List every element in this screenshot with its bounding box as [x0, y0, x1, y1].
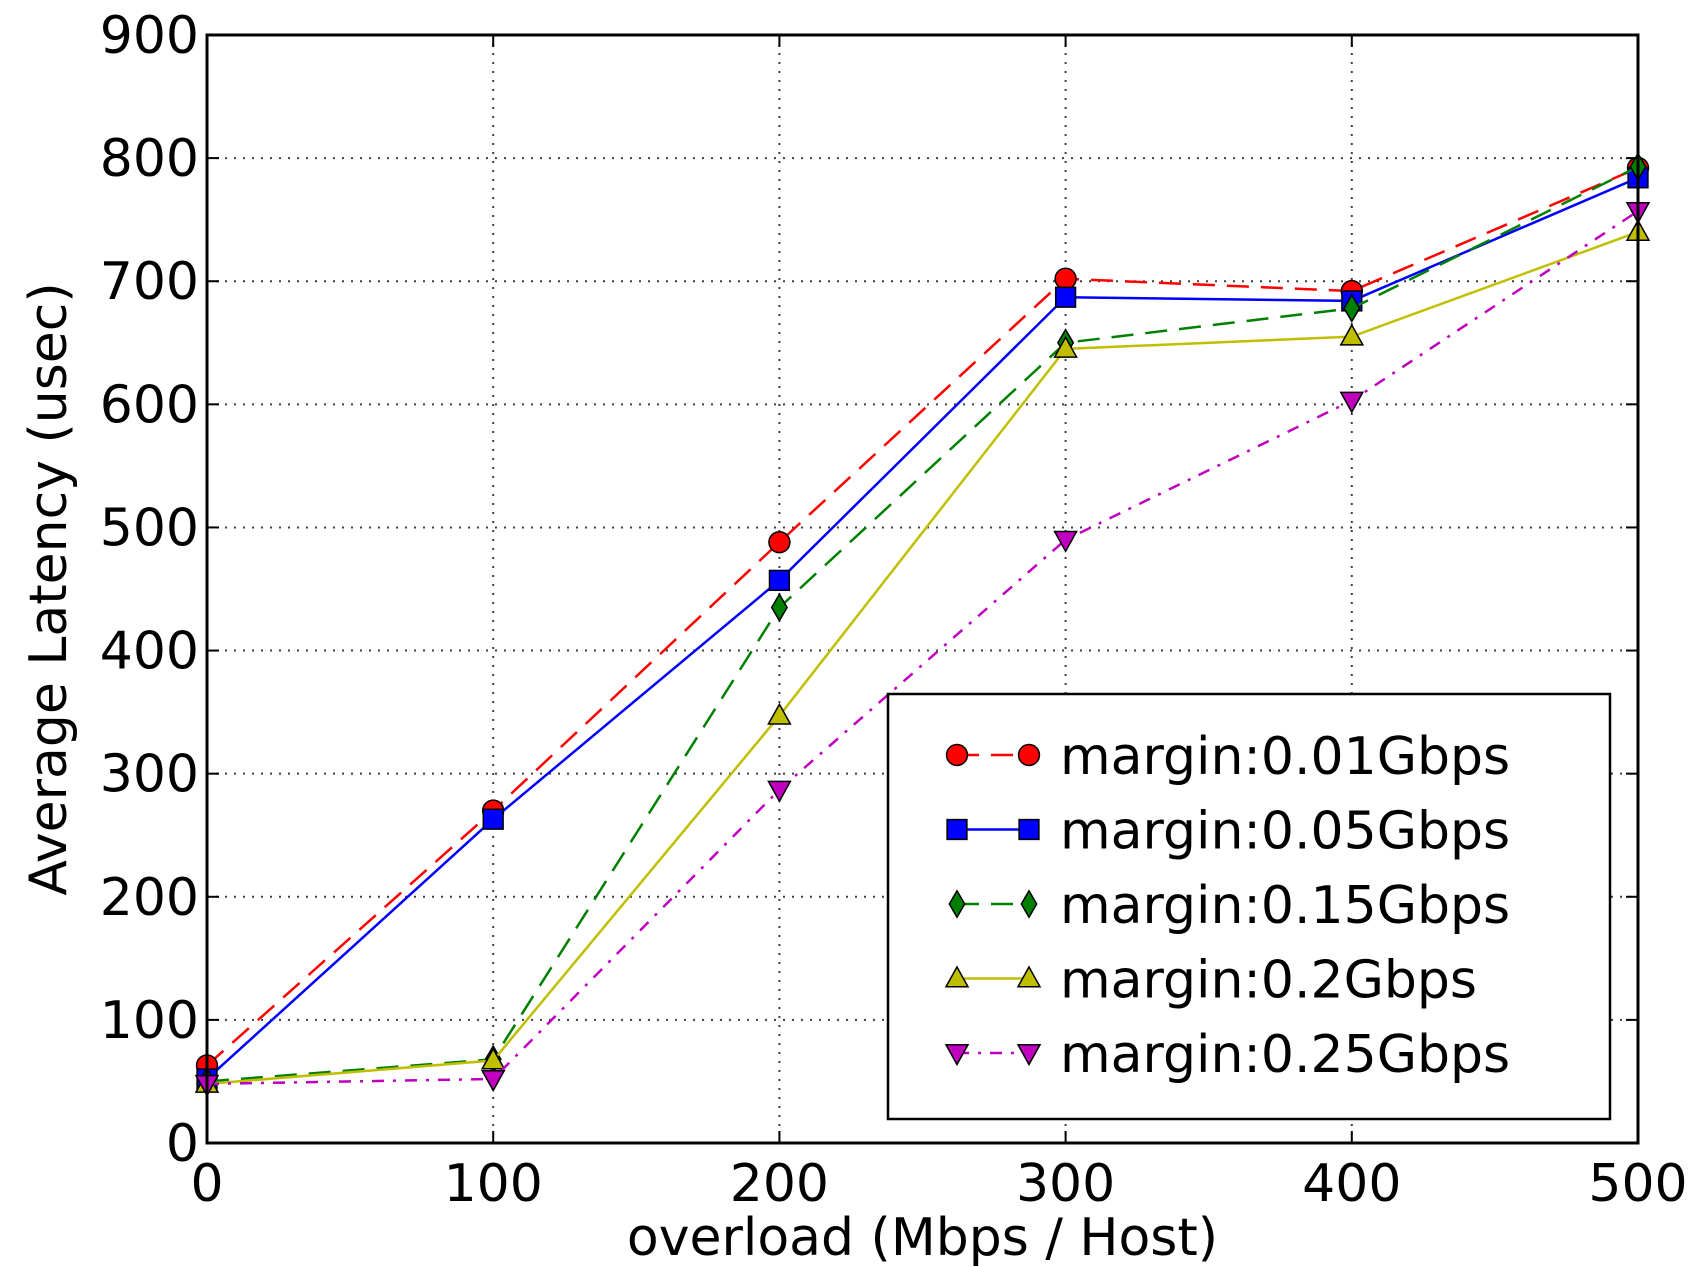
- x-tick-label: 300: [1016, 1154, 1115, 1214]
- data-point: [480, 1069, 506, 1093]
- legend: margin:0.01Gbps margin:0.05Gbps margin:0.1…: [886, 692, 1612, 1121]
- y-tick-label: 600: [100, 375, 199, 435]
- legend-label: margin:0.05Gbps: [1060, 802, 1510, 862]
- plot-frame: [205, 33, 1640, 1145]
- y-axis-title: Average Latency (usec): [19, 282, 79, 895]
- legend-marker: [1020, 889, 1038, 919]
- y-tick-label: 200: [100, 868, 199, 928]
- legend-marker: [948, 889, 966, 919]
- legend-marker: [1016, 1044, 1042, 1067]
- x-axis-ticks: 0 100 200 300 400 500: [190, 35, 1688, 1214]
- series-line: [206, 176, 1639, 1080]
- legend-marker: [1018, 818, 1040, 841]
- data-point: [768, 531, 791, 554]
- data-point: [1339, 391, 1365, 414]
- x-tick-label: 100: [444, 1154, 543, 1214]
- series-line: [206, 166, 1639, 1067]
- x-tick-label: 200: [730, 1154, 829, 1214]
- y-tick-label: 400: [100, 622, 199, 682]
- y-tick-label: 500: [100, 498, 199, 558]
- legend-marker: [1017, 743, 1041, 767]
- legend-box: [886, 692, 1612, 1121]
- x-tick-label: 500: [1588, 1154, 1687, 1214]
- series-line: [206, 230, 1639, 1086]
- x-tick-label: 400: [1302, 1154, 1401, 1214]
- data-point: [482, 808, 504, 830]
- y-tick-label: 300: [100, 745, 199, 805]
- data-point: [1054, 286, 1077, 308]
- series-4: [194, 218, 1651, 1093]
- legend-label: margin:0.01Gbps: [1060, 727, 1510, 787]
- y-tick-label: 100: [100, 991, 199, 1051]
- data-point: [1053, 530, 1078, 553]
- legend-label: margin:0.15Gbps: [1060, 876, 1510, 936]
- legend-entry: margin:0.2Gbps: [944, 951, 1477, 1011]
- x-tick-label: 0: [190, 1154, 223, 1214]
- data-point: [480, 1047, 506, 1070]
- data-point: [767, 780, 792, 803]
- series-line: [206, 165, 1639, 1083]
- legend-entry: margin:0.25Gbps: [944, 1025, 1510, 1085]
- legend-marker: [945, 743, 969, 767]
- series-line: [206, 210, 1639, 1086]
- legend-marker: [944, 1044, 970, 1067]
- legend-entry: margin:0.15Gbps: [948, 876, 1510, 936]
- legend-entry: margin:0.05Gbps: [946, 802, 1510, 862]
- legend-marker: [1016, 965, 1042, 988]
- data-point: [1343, 293, 1361, 323]
- data-point: [1054, 267, 1077, 290]
- data-point: [770, 592, 788, 623]
- legend-entry: margin:0.01Gbps: [945, 727, 1510, 787]
- y-tick-label: 900: [100, 6, 199, 66]
- x-axis-title: overload (Mbps / Host): [627, 1208, 1218, 1267]
- legend-label: margin:0.2Gbps: [1060, 951, 1477, 1011]
- y-tick-label: 800: [100, 129, 199, 189]
- data-point: [1339, 323, 1365, 346]
- y-tick-label: 700: [100, 252, 199, 312]
- legend-marker: [946, 818, 968, 841]
- legend-marker: [944, 965, 970, 988]
- legend-label: margin:0.25Gbps: [1060, 1025, 1510, 1085]
- data-point: [1053, 335, 1078, 358]
- data-point: [767, 702, 792, 725]
- y-axis-ticks: 0 100 200 300 400 500 600 700 800 900: [100, 6, 1638, 1174]
- data-point: [768, 569, 791, 592]
- series-group: [194, 152, 1651, 1098]
- y-tick-label: 0: [166, 1114, 199, 1174]
